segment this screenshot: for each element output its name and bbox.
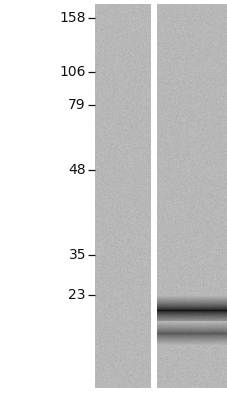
Text: 48: 48 (68, 163, 86, 177)
Text: 23: 23 (68, 288, 86, 302)
Text: 35: 35 (68, 248, 86, 262)
Text: 158: 158 (59, 11, 86, 25)
Text: 79: 79 (68, 98, 86, 112)
Text: 106: 106 (59, 65, 86, 79)
